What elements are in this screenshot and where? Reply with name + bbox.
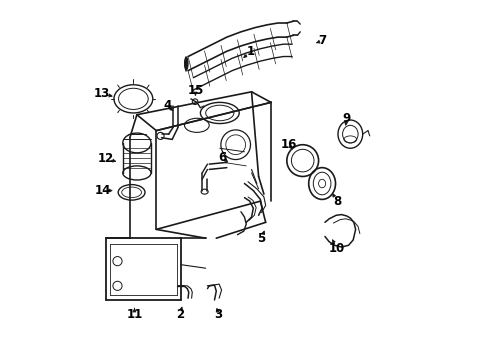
Text: 7: 7 (317, 34, 325, 47)
Text: 11: 11 (126, 307, 142, 320)
Text: 15: 15 (187, 84, 203, 96)
Text: 2: 2 (176, 307, 184, 320)
Text: 8: 8 (332, 195, 340, 208)
Text: 5: 5 (257, 232, 265, 245)
Text: 6: 6 (217, 150, 225, 163)
Text: 12: 12 (98, 152, 114, 165)
Ellipse shape (184, 57, 188, 70)
Text: 1: 1 (246, 45, 254, 58)
Text: 4: 4 (163, 99, 171, 112)
Text: 14: 14 (94, 184, 111, 197)
Text: 13: 13 (93, 87, 109, 100)
Text: 9: 9 (342, 112, 350, 125)
Text: 16: 16 (280, 138, 297, 151)
Text: 3: 3 (214, 307, 222, 320)
Text: 10: 10 (328, 242, 345, 255)
